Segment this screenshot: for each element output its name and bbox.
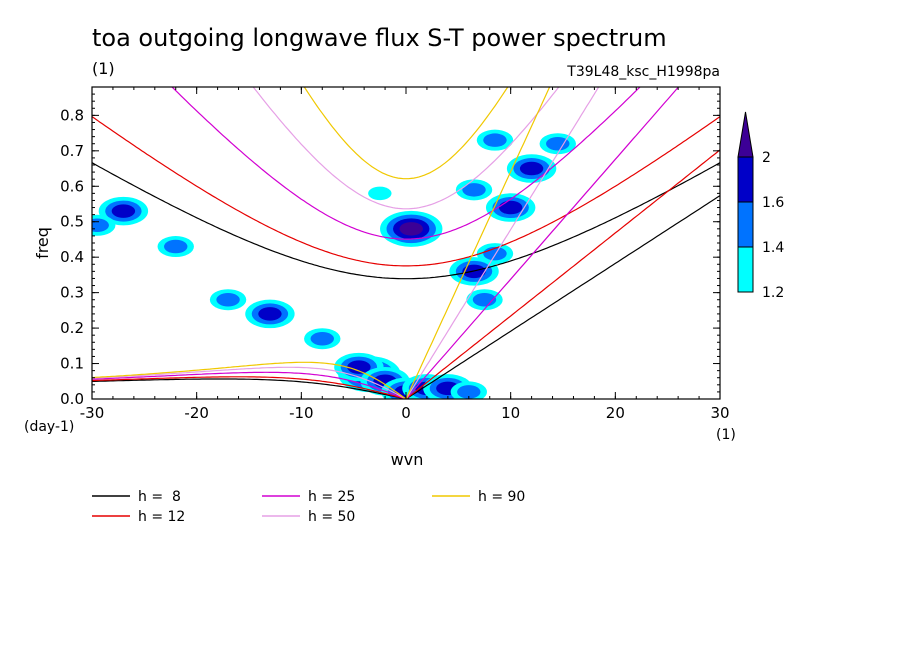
spectral-peak-9-level-2 <box>216 292 240 307</box>
y-tick-label: 0.5 <box>60 213 84 231</box>
colorbar-label: 1.2 <box>762 285 784 301</box>
spectral-peak-12-level-2 <box>92 218 109 233</box>
y-unit-label: (day-1) <box>24 419 74 435</box>
colorbar-arrow <box>737 111 754 158</box>
x-tick-label: -20 <box>184 404 209 422</box>
x-tick-label: -30 <box>80 404 105 422</box>
dispersion-curve-h90-kelvin <box>405 87 551 399</box>
dispersion-curve-h50-rossby <box>92 366 407 399</box>
legend-label-h8: h = 8 <box>138 489 181 505</box>
spectral-peak-14-level-1 <box>368 186 392 201</box>
dispersion-curve-h50-ig1 <box>252 87 560 210</box>
legend-label-h90: h = 90 <box>478 489 525 505</box>
y-tick-label: 0.8 <box>60 106 84 124</box>
spectral-peak-1-level-3 <box>347 360 371 374</box>
spectral-peak-19-level-3 <box>519 161 544 176</box>
dispersion-curve-h90-rossby <box>92 361 407 399</box>
plot-area <box>91 86 721 400</box>
colorbar-segment-2 <box>737 156 754 203</box>
legend-label-h25: h = 25 <box>308 489 355 505</box>
spectral-peak-21-level-2 <box>462 183 486 197</box>
dispersion-curve-h12-rossby <box>92 376 407 399</box>
y-tick-label: 0.6 <box>60 177 84 195</box>
y-tick-label: 0.4 <box>60 248 84 266</box>
spectral-peak-13-level-4 <box>399 222 423 236</box>
x-axis-label: wvn <box>391 450 424 469</box>
y-tick-label: 0.1 <box>60 355 84 373</box>
dispersion-curve-h12-ig1 <box>92 116 720 267</box>
spectral-peak-8-level-3 <box>258 307 282 321</box>
x-tick-label: 20 <box>606 404 625 422</box>
spectral-peak-7-level-2 <box>310 331 334 346</box>
y-axis-label: freq <box>33 227 52 259</box>
spectral-peak-10-level-2 <box>164 239 188 254</box>
colorbar-segment-1 <box>737 201 754 248</box>
dispersion-curve-h90-ig1 <box>303 87 509 180</box>
dispersion-curve-h25-kelvin <box>405 87 680 399</box>
colorbar: 1.2 1.4 1.6 2 <box>737 111 784 301</box>
x-unit-label: (1) <box>716 427 736 443</box>
chart-title: toa outgoing longwave flux S-T power spe… <box>92 24 667 52</box>
subtitle-right: T39L48_ksc_H1998pa <box>566 64 720 80</box>
spectral-peak-22-level-2 <box>483 133 507 147</box>
colorbar-segment-0 <box>737 246 754 293</box>
dispersion-curve-h12-kelvin <box>405 149 720 399</box>
spectral-peak-6-level-2 <box>457 385 481 399</box>
subtitle-left: (1) <box>92 59 115 78</box>
y-tick-label: 0.0 <box>60 390 84 408</box>
dispersion-curve-h8-rossby <box>92 378 407 399</box>
y-tick-label: 0.2 <box>60 319 84 337</box>
spectral-peak-18-level-3 <box>498 200 523 215</box>
x-tick-label: 30 <box>710 404 729 422</box>
legend-label-h50: h = 50 <box>308 509 355 525</box>
dispersion-curve-h25-ig1 <box>171 87 641 240</box>
dispersion-curve-h50-kelvin <box>405 87 600 399</box>
dispersion-curve-h8-ig1 <box>92 162 720 280</box>
colorbar-label: 1.4 <box>762 240 784 256</box>
x-tick-label: -10 <box>289 404 314 422</box>
legend: h = 8 h = 12 h = 25 h = 50 h = 90 <box>92 489 525 525</box>
dispersion-curve-h8-kelvin <box>405 195 720 399</box>
y-tick-label: 0.7 <box>60 142 84 160</box>
dispersion-curve-h25-rossby <box>92 371 407 399</box>
spectral-peak-20-level-2 <box>546 136 570 151</box>
x-tick-label: 0 <box>401 404 411 422</box>
legend-label-h12: h = 12 <box>138 509 185 525</box>
colorbar-label: 1.6 <box>762 195 784 211</box>
y-tick-label: 0.3 <box>60 284 84 302</box>
colorbar-label: 2 <box>762 150 771 166</box>
spectral-peak-11-level-3 <box>111 204 136 218</box>
x-tick-label: 10 <box>501 404 520 422</box>
